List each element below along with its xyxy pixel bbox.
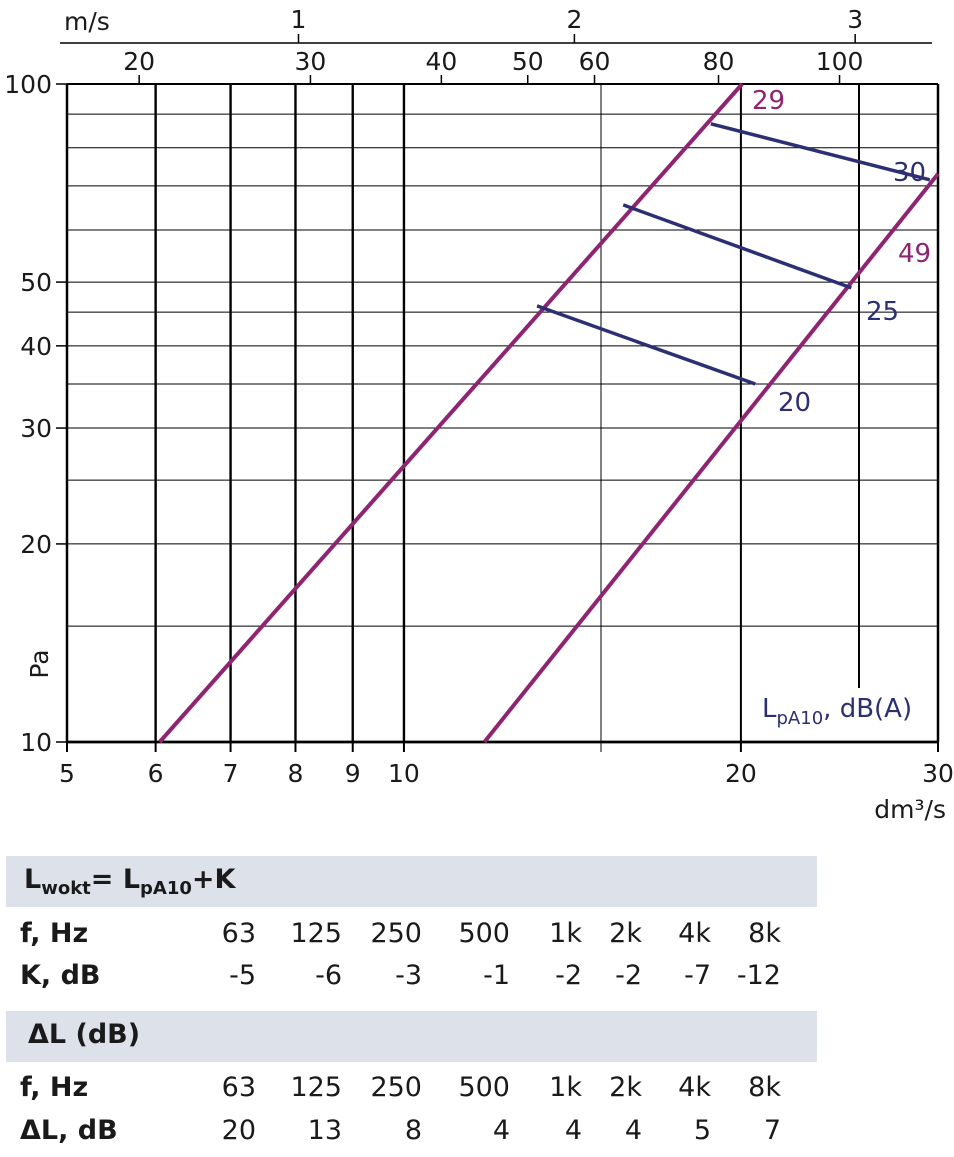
delta-dl-cell: 20 (221, 1115, 256, 1146)
delta-freq-cell: 1k (549, 1072, 582, 1103)
delta-dl-cell: 13 (307, 1115, 342, 1146)
noise-series-label: 30 (893, 158, 926, 188)
kwall-freq-cell: 4k (678, 918, 711, 949)
kwall-freq-cell: 250 (370, 918, 422, 949)
chart: m/s 1 2 3 20 30 40 50 60 80 100 10 20 30 40 50 100 Pa 5 6… (4, 5, 954, 824)
top-axis2-tick-label: 100 (816, 47, 864, 76)
top-axis1-tick-label: 2 (566, 5, 582, 34)
kwall-k-cell: -1 (483, 960, 510, 991)
magenta-series-line (482, 172, 940, 744)
kwall-k-cell: -7 (684, 960, 711, 991)
noise-series-label: 20 (778, 388, 811, 418)
y-tick-label: 100 (4, 70, 52, 99)
kwall-k-cell: -12 (736, 960, 781, 991)
delta-table-header: ΔL (dB) (6, 1011, 817, 1062)
top-axis2-tick-label: 40 (425, 47, 457, 76)
kwall-freq-row: f, Hz 63 125 250 500 1k 2k 4k 8k (0, 918, 820, 954)
x-tick-label: 7 (223, 759, 239, 788)
top-axis2-tick-label: 80 (703, 47, 735, 76)
x-tick-label: 30 (922, 759, 954, 788)
delta-dl-cell: 4 (624, 1115, 642, 1146)
kwall-k-row: K, dB -5 -6 -3 -1 -2 -2 -7 -12 (0, 960, 820, 996)
top-axis2-tick-label: 30 (295, 47, 327, 76)
top-axis1-tick-label: 3 (847, 5, 863, 34)
noise-series-line (536, 304, 756, 386)
delta-dl-cell: 7 (763, 1115, 781, 1146)
delta-dl-label: ΔL, dB (20, 1115, 118, 1146)
x-tick-label: 8 (288, 759, 304, 788)
delta-dl-row: ΔL, dB 20 13 8 4 4 4 5 7 (0, 1115, 820, 1151)
noise-series-line (622, 203, 852, 290)
kwall-freq-cell: 63 (221, 918, 256, 949)
x-tick-label: 10 (388, 759, 420, 788)
x-tick-label: 6 (148, 759, 164, 788)
delta-freq-label: f, Hz (20, 1072, 89, 1103)
delta-freq-cell: 500 (458, 1072, 510, 1103)
y-tick-label: 30 (20, 414, 52, 443)
top-axis2-tick-label: 50 (512, 47, 544, 76)
delta-freq-cell: 4k (678, 1072, 711, 1103)
y-tick-label: 10 (20, 728, 52, 757)
magenta-series-label: 29 (752, 86, 785, 116)
kwall-freq-label: f, Hz (20, 918, 89, 949)
delta-freq-cell: 8k (748, 1072, 781, 1103)
kwall-formula: Lwokt= LpA10+K (24, 864, 236, 899)
delta-dl-cell: 5 (693, 1115, 711, 1146)
delta-freq-cell: 63 (221, 1072, 256, 1103)
kwall-k-cell: -2 (615, 960, 642, 991)
delta-dl-cell: 4 (492, 1115, 510, 1146)
kwall-k-cell: -3 (395, 960, 422, 991)
delta-dl-cell: 4 (564, 1115, 582, 1146)
y-tick-label: 20 (20, 530, 52, 559)
kwall-freq-cell: 125 (290, 918, 342, 949)
delta-freq-row: f, Hz 63 125 250 500 1k 2k 4k 8k (0, 1072, 820, 1108)
x-tick-label: 5 (59, 759, 75, 788)
kwall-k-cell: -5 (229, 960, 256, 991)
noise-legend: LpA10, dB(A) (762, 694, 912, 729)
noise-series-label: 25 (866, 297, 899, 327)
x-tick-label: 20 (725, 759, 757, 788)
x-tick-label: 9 (345, 759, 361, 788)
kwall-table-header: Lwokt= LpA10+K (6, 856, 817, 907)
magenta-series-line (158, 82, 744, 744)
kwall-freq-cell: 8k (748, 918, 781, 949)
noise-series-line (710, 122, 931, 182)
top-axis1-tick-label: 1 (291, 5, 307, 34)
y-tick-label: 50 (20, 268, 52, 297)
kwall-k-cell: -6 (315, 960, 342, 991)
y-tick-label: 40 (20, 332, 52, 361)
kwall-k-label: K, dB (20, 960, 101, 991)
delta-freq-cell: 250 (370, 1072, 422, 1103)
kwall-k-cell: -2 (555, 960, 582, 991)
top-axis2-tick-label: 60 (579, 47, 611, 76)
delta-freq-cell: 2k (609, 1072, 642, 1103)
y-axis-label: Pa (25, 649, 54, 678)
x-axis-label: dm³/s (874, 795, 946, 824)
kwall-freq-cell: 500 (458, 918, 510, 949)
top-axis2-tick-label: 20 (123, 47, 155, 76)
delta-title: ΔL (dB) (28, 1019, 141, 1050)
top-axis-label: m/s (64, 7, 110, 36)
kwall-freq-cell: 2k (609, 918, 642, 949)
delta-dl-cell: 8 (404, 1115, 422, 1146)
kwall-freq-cell: 1k (549, 918, 582, 949)
magenta-series-label: 49 (898, 239, 931, 269)
delta-freq-cell: 125 (290, 1072, 342, 1103)
